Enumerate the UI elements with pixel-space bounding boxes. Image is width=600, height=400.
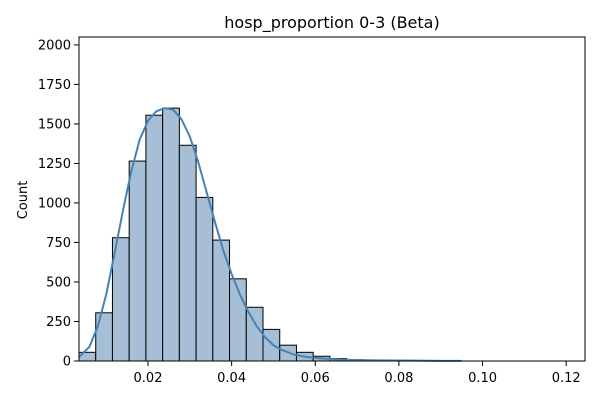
histogram-bar-6 — [178, 144, 197, 362]
x-tick-label-0: 0.02 — [134, 371, 163, 386]
x-tick-label-2: 0.06 — [301, 371, 330, 386]
x-tick-label-4: 0.10 — [468, 371, 497, 386]
plot-area-frame — [78, 36, 586, 362]
x-tick-label-5: 0.12 — [552, 371, 581, 386]
y-tick-label-0: 0 — [63, 355, 71, 370]
chart-title: hosp_proportion 0-3 (Beta) — [224, 13, 439, 33]
histogram-bar-1 — [95, 312, 113, 362]
x-tick-label-1: 0.04 — [217, 371, 246, 386]
y-tick-label-6: 1500 — [38, 117, 71, 132]
x-axis: 0.02 0.04 0.06 0.08 0.10 0.12 — [134, 361, 581, 386]
histogram-bar-4 — [145, 114, 164, 362]
y-tick-label-4: 1000 — [38, 196, 71, 211]
x-tick-label-3: 0.08 — [384, 371, 413, 386]
y-tick-label-2: 500 — [46, 275, 71, 290]
y-tick-label-8: 2000 — [38, 38, 71, 53]
kde-curve — [78, 107, 462, 362]
histogram-bar-5 — [162, 107, 180, 362]
y-axis-label: Count — [16, 181, 31, 220]
y-tick-label-1: 250 — [46, 315, 71, 330]
histogram-bar-7 — [195, 196, 214, 362]
histogram-bar-11 — [262, 328, 281, 362]
y-tick-label-3: 750 — [46, 236, 71, 251]
y-tick-label-5: 1250 — [38, 157, 71, 172]
y-axis: 0 250 500 750 1000 1250 1500 1750 2000 — [38, 38, 79, 370]
y-tick-label-7: 1750 — [38, 78, 71, 93]
histogram-bar-3 — [128, 160, 147, 362]
histogram-bar-10 — [245, 306, 264, 362]
kde-layer — [78, 107, 462, 362]
